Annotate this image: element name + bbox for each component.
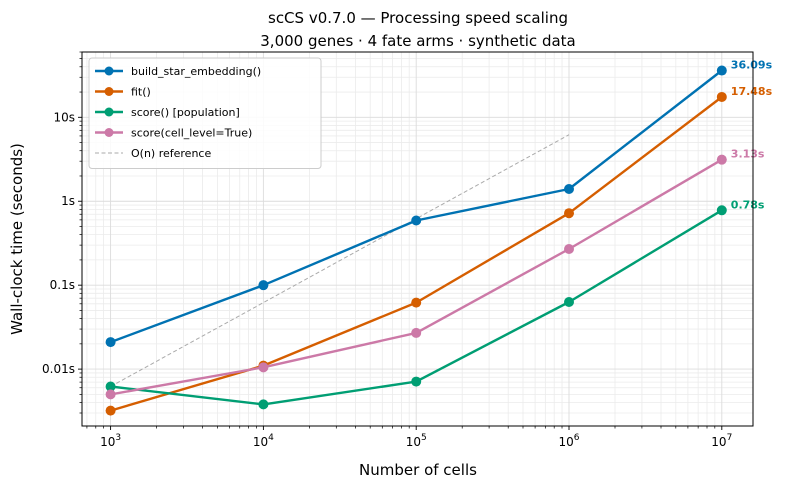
data-point <box>564 243 575 254</box>
reference-layer <box>110 134 570 387</box>
data-point <box>105 381 116 392</box>
x-tick-label: 107 <box>711 433 732 449</box>
y-tick-labels: 0.01s 0.1s 1s 10s <box>42 110 75 376</box>
data-point <box>411 376 422 387</box>
data-point <box>105 389 116 400</box>
data-point <box>564 297 575 308</box>
legend-label: score(cell_level=True) <box>131 127 252 140</box>
legend-swatch-marker <box>104 128 114 137</box>
x-tick-base: 10 <box>711 435 726 449</box>
end-labels: 36.09s 17.48s 0.78s 3.13s <box>731 59 773 212</box>
legend-swatch-marker <box>104 107 114 117</box>
end-value-label: 17.48s <box>731 85 773 98</box>
legend-swatch-marker <box>104 66 114 76</box>
x-tick-label: 104 <box>253 433 274 449</box>
chart-title: scCS v0.7.0 — Processing speed scaling <box>268 9 568 27</box>
x-tick-exponent: 5 <box>421 433 427 443</box>
x-tick-exponent: 6 <box>574 433 580 443</box>
x-tick-base: 10 <box>406 435 421 449</box>
x-tick-exponent: 4 <box>268 433 274 443</box>
data-point <box>716 91 727 102</box>
data-point <box>411 215 422 226</box>
x-tick-label: 103 <box>100 433 121 449</box>
reference-line <box>110 134 570 387</box>
series-layer <box>105 65 727 416</box>
y-tick-label: 10s <box>53 110 75 124</box>
data-point <box>716 154 727 165</box>
x-tick-labels: 103 104 105 106 107 <box>100 433 732 449</box>
x-tick-label: 106 <box>558 433 579 449</box>
x-tick-exponent: 7 <box>727 433 733 443</box>
end-value-label: 36.09s <box>731 59 773 72</box>
x-axis-label: Number of cells <box>359 461 477 479</box>
data-point <box>411 297 422 308</box>
legend-swatch-marker <box>104 87 114 96</box>
legend-label: score() [population] <box>131 106 240 119</box>
data-point <box>564 208 575 219</box>
data-point <box>716 205 727 216</box>
end-value-label: 0.78s <box>731 198 765 211</box>
legend: build_star_embedding() fit() score() [popu… <box>88 57 322 169</box>
legend-label: build_star_embedding() <box>131 65 261 78</box>
y-tick-label: 0.1s <box>50 278 75 292</box>
x-tick-base: 10 <box>100 435 115 449</box>
data-point <box>716 65 727 76</box>
x-tick-base: 10 <box>253 435 268 449</box>
data-point <box>105 405 116 416</box>
end-value-label: 3.13s <box>731 148 765 161</box>
data-point <box>564 183 575 194</box>
x-tick-base: 10 <box>558 435 573 449</box>
data-point <box>258 362 269 373</box>
plot-frame <box>81 51 754 427</box>
chart-subtitle: 3,000 genes · 4 fate arms · synthetic da… <box>260 32 575 50</box>
legend-box <box>88 57 322 169</box>
data-point <box>411 327 422 338</box>
legend-label: fit() <box>131 86 151 99</box>
data-point <box>258 399 269 410</box>
legend-label: O(n) reference <box>131 147 211 160</box>
x-tick-label: 105 <box>406 433 427 449</box>
axis-ticks <box>78 51 723 430</box>
data-point <box>258 280 269 291</box>
y-axis-label: Wall-clock time (seconds) <box>8 143 26 335</box>
y-tick-label: 0.01s <box>42 362 75 376</box>
data-point <box>105 337 116 348</box>
y-tick-label: 1s <box>61 194 75 208</box>
x-tick-exponent: 3 <box>115 433 121 443</box>
